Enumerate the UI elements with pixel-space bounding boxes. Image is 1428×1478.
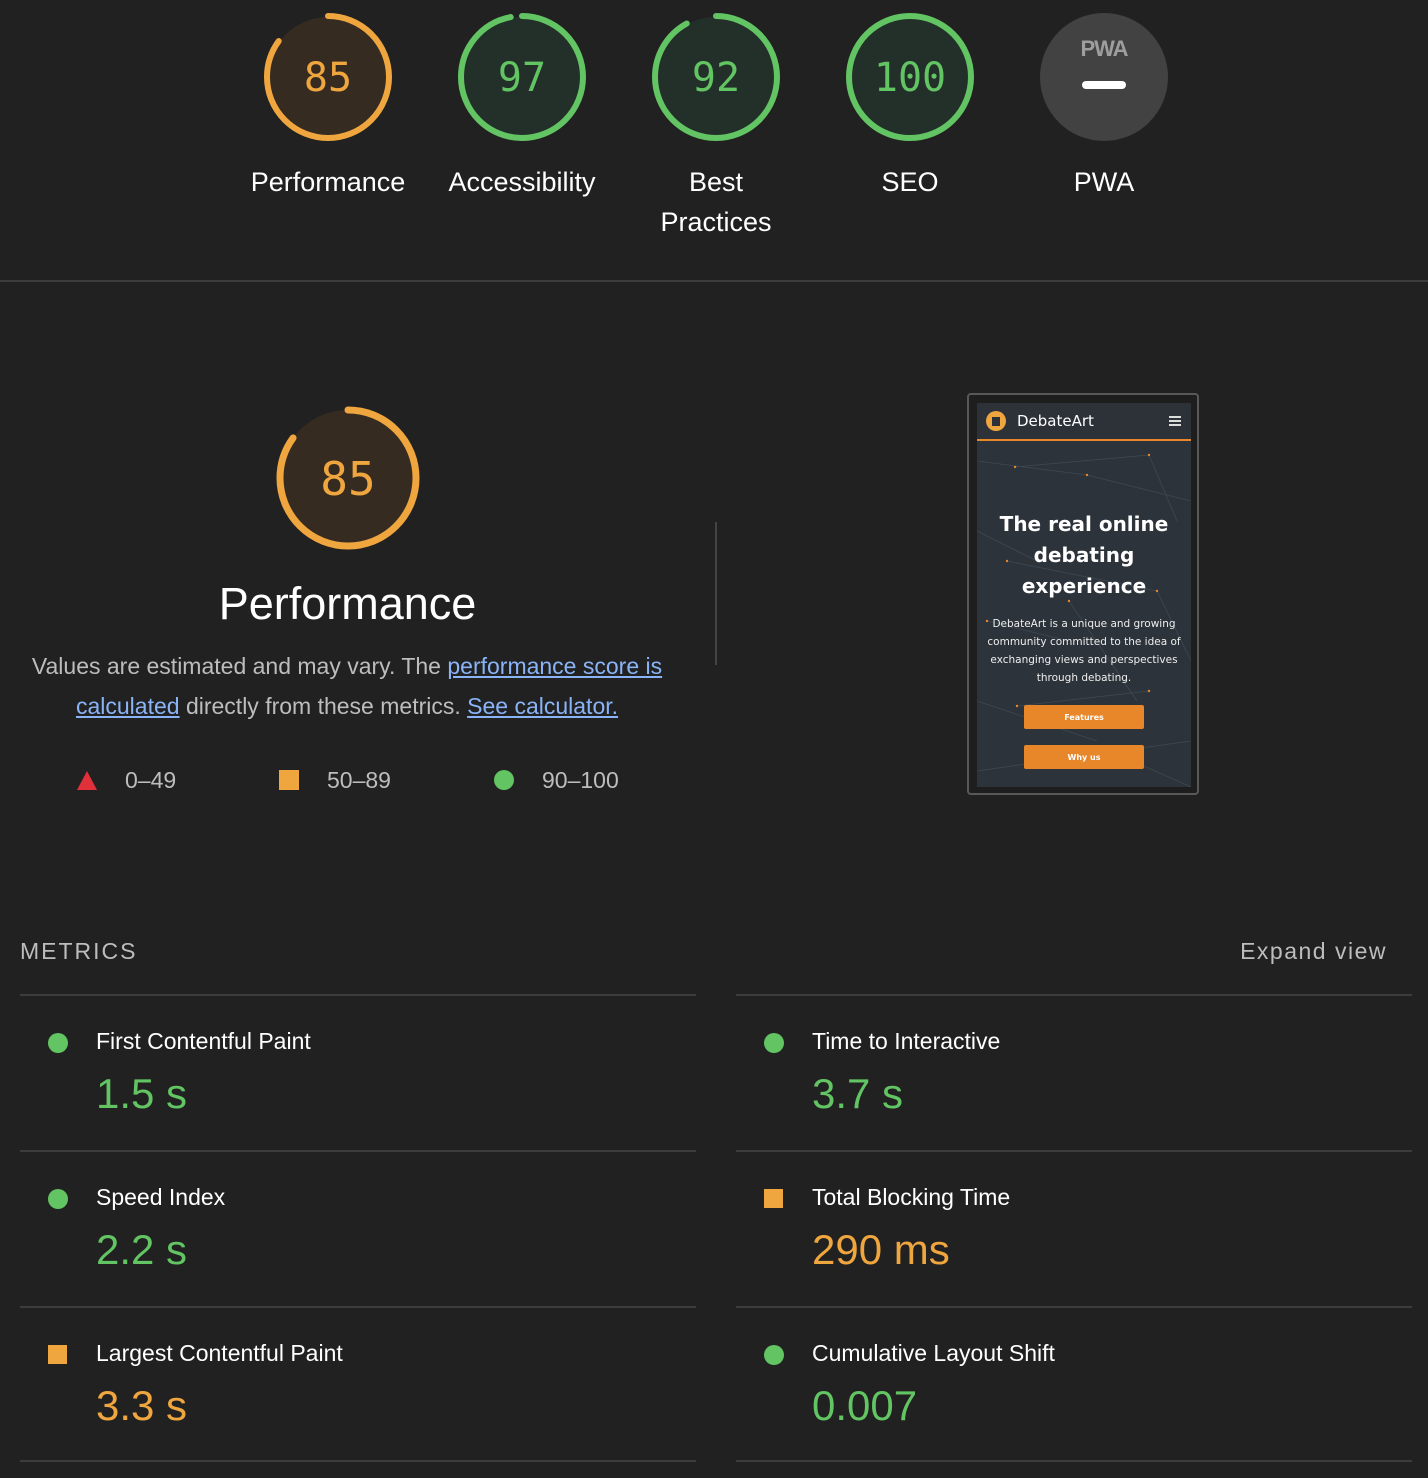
pass-circle-icon xyxy=(48,1189,68,1209)
screenshot-headline: The real online debating experience xyxy=(999,512,1169,598)
screenshot-why-us-button: Why us xyxy=(1024,745,1144,769)
final-screenshot-thumbnail[interactable]: DebateArt The real online debating exper… xyxy=(967,393,1199,795)
legend-average-label: 50–89 xyxy=(327,766,391,793)
pwa-dash xyxy=(1082,81,1126,89)
metric-speed-index: Speed Index 2.2 s xyxy=(20,1150,696,1304)
gauge-accessibility[interactable]: 97 Accessibility xyxy=(427,12,617,202)
gauge-performance-ring: 85 xyxy=(264,13,392,141)
pwa-badge-icon: PWA xyxy=(1040,13,1168,141)
performance-score-link[interactable]: performance score is calculated xyxy=(75,653,663,719)
gauge-seo[interactable]: 100 SEO xyxy=(815,12,1005,202)
hamburger-menu-icon xyxy=(1169,416,1181,426)
legend-pass-label: 90–100 xyxy=(542,766,619,793)
pass-circle-icon xyxy=(48,1033,68,1053)
gauge-performance[interactable]: 85 Performance xyxy=(233,12,423,202)
average-square-icon xyxy=(48,1345,67,1364)
section-divider xyxy=(0,280,1428,282)
network-background xyxy=(977,453,1191,787)
desc-middle: directly from these metrics. xyxy=(179,693,468,719)
gauge-seo-label: SEO xyxy=(881,167,939,197)
gauge-accessibility-ring: 97 xyxy=(458,13,586,141)
debateart-logo-icon xyxy=(986,411,1006,431)
metrics-bottom-border xyxy=(20,1460,696,1462)
screenshot-content: DebateArt The real online debating exper… xyxy=(977,403,1191,787)
metric-largest-contentful-paint: Largest Contentful Paint 3.3 s xyxy=(20,1306,696,1460)
metric-value: 1.5 s xyxy=(96,1070,188,1117)
legend-average: 50–89 xyxy=(279,760,391,800)
square-icon xyxy=(279,770,299,790)
metric-name: Time to Interactive xyxy=(812,1028,1001,1054)
gauge-seo-ring: 100 xyxy=(846,13,974,141)
screenshot-navbar: DebateArt xyxy=(977,403,1191,441)
pass-circle-icon xyxy=(764,1345,784,1365)
see-calculator-link[interactable]: See calculator. xyxy=(467,693,619,719)
triangle-icon xyxy=(77,770,97,790)
legend-fail-label: 0–49 xyxy=(125,766,177,793)
performance-score: 85 xyxy=(320,452,375,506)
metric-cumulative-layout-shift: Cumulative Layout Shift 0.007 xyxy=(736,1306,1412,1460)
gauge-best-practices-ring: 92 xyxy=(652,13,780,141)
pwa-badge-text: PWA xyxy=(1080,36,1128,61)
gauge-best-practices-label: Best Practices xyxy=(660,167,772,237)
metric-value: 2.2 s xyxy=(96,1226,188,1273)
metric-value: 3.7 s xyxy=(812,1070,904,1117)
performance-description: Values are estimated and may vary. The p… xyxy=(22,646,672,726)
metric-name: Total Blocking Time xyxy=(812,1184,1011,1210)
gauge-best-practices[interactable]: 92 Best Practices xyxy=(621,12,811,242)
metrics-header: METRICS Expand view xyxy=(20,934,1412,968)
metric-name: Largest Contentful Paint xyxy=(96,1340,343,1366)
metric-time-to-interactive: Time to Interactive 3.7 s xyxy=(736,994,1412,1148)
pass-circle-icon xyxy=(764,1033,784,1053)
metric-value: 290 ms xyxy=(812,1226,950,1273)
legend-pass: 90–100 xyxy=(494,760,619,800)
screenshot-text: DebateArt is a unique and growing commun… xyxy=(987,618,1181,684)
metric-value: 0.007 xyxy=(812,1382,918,1429)
metric-name: Speed Index xyxy=(96,1184,226,1210)
circle-icon xyxy=(494,770,514,790)
metric-value: 3.3 s xyxy=(96,1382,188,1429)
gauge-pwa-label: PWA xyxy=(1073,167,1135,197)
metric-name: Cumulative Layout Shift xyxy=(812,1340,1055,1366)
screenshot-brand: DebateArt xyxy=(1017,412,1094,430)
gauge-performance-score: 85 xyxy=(304,55,352,101)
score-legend: 0–49 50–89 90–100 xyxy=(0,760,695,800)
gauge-pwa[interactable]: PWA PWA xyxy=(1009,12,1199,202)
gauge-seo-score: 100 xyxy=(874,55,946,101)
metric-total-blocking-time: Total Blocking Time 290 ms xyxy=(736,1150,1412,1304)
score-gauges-bar: 85 Performance 97 Accessibility 92 Best … xyxy=(0,0,1428,280)
gauge-performance-label: Performance xyxy=(250,167,406,197)
legend-fail: 0–49 xyxy=(77,760,176,800)
metrics-title: METRICS xyxy=(20,938,138,964)
metrics-bottom-border xyxy=(736,1460,1412,1462)
screenshot-features-button: Features xyxy=(1024,705,1144,729)
performance-gauge: 85 xyxy=(276,406,420,550)
vertical-divider xyxy=(715,522,717,665)
performance-title: Performance xyxy=(218,578,477,629)
gauge-accessibility-score: 97 xyxy=(498,55,546,101)
gauge-best-practices-score: 92 xyxy=(692,55,740,101)
metric-name: First Contentful Paint xyxy=(96,1028,311,1054)
metric-first-contentful-paint: First Contentful Paint 1.5 s xyxy=(20,994,696,1148)
expand-view-toggle[interactable]: Expand view xyxy=(1240,938,1387,964)
gauge-accessibility-label: Accessibility xyxy=(448,167,596,197)
desc-prefix: Values are estimated and may vary. The xyxy=(31,653,448,679)
average-square-icon xyxy=(764,1189,783,1208)
